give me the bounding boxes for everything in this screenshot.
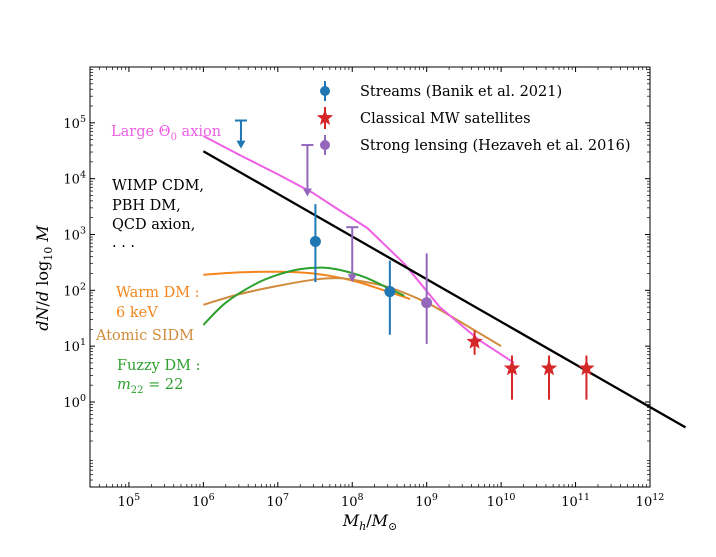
x-tick-label: 108 — [341, 492, 364, 510]
y-axis-label: dN/d log10 M — [33, 225, 55, 331]
satellites-point — [540, 359, 558, 376]
legend-lensing-label: Strong lensing (Hezaveh et al. 2016) — [360, 138, 630, 154]
legend-satellites-star — [316, 109, 334, 126]
legend: Streams (Banik et al. 2021) Classical MW… — [316, 81, 630, 155]
x-tick-label: 105 — [118, 492, 141, 510]
y-tick-label: 105 — [63, 114, 86, 132]
satellites-point — [578, 359, 595, 376]
anno-cdm-line-3: QCD axion, — [112, 217, 195, 233]
x-tick-label: 1011 — [561, 492, 590, 510]
lensing-point — [421, 297, 433, 309]
x-tick-label: 109 — [415, 492, 438, 510]
plot-frame — [89, 66, 651, 488]
satellites-point — [503, 359, 521, 376]
series-atomic-sidm-line — [203, 277, 502, 348]
y-tick-label: 103 — [63, 225, 86, 243]
legend-streams-label: Streams (Banik et al. 2021) — [360, 84, 562, 100]
series-axion-line — [202, 135, 515, 364]
x-tick-label: 107 — [267, 492, 290, 510]
anno-fuzzy-line-1: Fuzzy DM : — [117, 358, 200, 374]
x-axis-label: Mh/M⊙ — [342, 511, 397, 533]
anno-cdm-line-1: WIMP CDM, — [112, 178, 204, 194]
streams-limit-arrow — [236, 140, 246, 149]
legend-satellites-marker — [316, 109, 334, 126]
y-tick-label: 102 — [63, 281, 86, 299]
anno-cdm-line-2: PBH DM, — [112, 198, 181, 214]
anno-warm-line-1: Warm DM : — [116, 285, 200, 301]
lensing-limit-arrow — [302, 188, 312, 197]
anno-axion: Large Θ0 axion — [111, 124, 221, 143]
legend-entry-satellites: Classical MW satellites — [316, 107, 531, 129]
annotations: Large Θ0 axion WIMP CDM, PBH DM, QCD axi… — [95, 124, 221, 396]
series-fuzzy-dm-line — [202, 266, 405, 326]
points-layer — [234, 119, 595, 400]
x-tick-label: 1010 — [487, 492, 516, 510]
legend-entry-streams: Streams (Banik et al. 2021) — [320, 81, 562, 101]
legend-entry-lensing: Strong lensing (Hezaveh et al. 2016) — [320, 135, 630, 155]
y-tick-label: 101 — [63, 337, 86, 355]
legend-lensing-marker — [320, 140, 330, 150]
legend-satellites-label: Classical MW satellites — [360, 111, 531, 127]
anno-sidm: Atomic SIDM — [95, 328, 194, 344]
x-tick-label: 106 — [192, 492, 215, 510]
anno-warm-line-2: 6 keV — [116, 305, 158, 321]
series-layer — [202, 135, 687, 429]
series-cdm-line — [202, 150, 687, 429]
y-tick-label: 104 — [63, 170, 86, 188]
streams-point — [384, 286, 396, 298]
anno-fuzzy-line-2: m22 = 22 — [117, 377, 183, 396]
satellites-point — [466, 333, 483, 349]
streams-point — [309, 235, 321, 247]
legend-streams-marker — [320, 86, 330, 96]
ticks: 105 106 107 108 109 1010 1011 1012 100 101 102 103 1… — [63, 67, 664, 510]
y-tick-label: 100 — [63, 393, 86, 411]
x-tick-label: 1012 — [636, 492, 665, 510]
anno-cdm-line-4: . . . — [112, 235, 135, 251]
lensing-limit-arrow — [347, 274, 357, 283]
